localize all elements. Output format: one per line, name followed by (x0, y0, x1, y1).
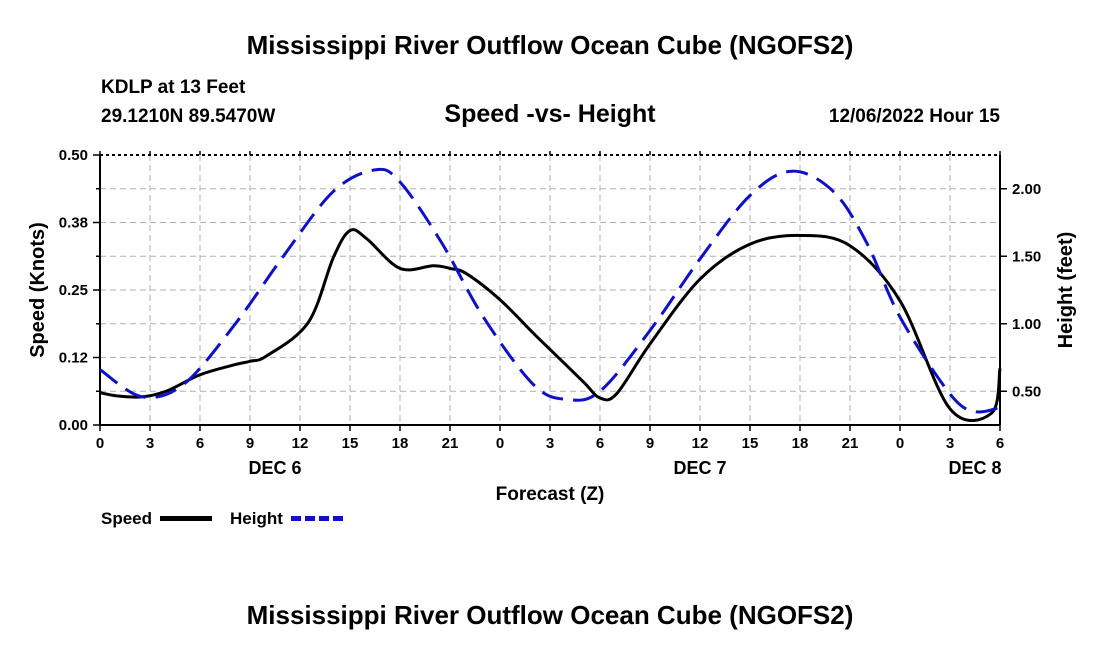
y-tick-label: 0.50 (59, 147, 88, 164)
x-tick-label: 9 (246, 435, 254, 452)
y-tick-label: 0.12 (59, 350, 88, 367)
chart-title: Mississippi River Outflow Ocean Cube (NG… (246, 30, 854, 60)
legend-height-label: Height (230, 509, 283, 528)
y2-tick-label: 1.50 (1012, 248, 1041, 265)
x-tick-label: 0 (896, 435, 904, 452)
x-tick-label: 3 (546, 435, 554, 452)
x-tick-label: 12 (692, 435, 709, 452)
x-tick-label: 18 (792, 435, 809, 452)
x-tick-label: 0 (496, 435, 504, 452)
series-speed-line (99, 228, 1002, 423)
chart-subtitle: Speed -vs- Height (444, 100, 656, 128)
y2-tick-label: 2.00 (1012, 181, 1041, 198)
y-tick-label: 0.00 (59, 417, 88, 434)
station-label: KDLP at 13 Feet (101, 77, 246, 98)
y2-tick-label: 0.50 (1012, 383, 1041, 400)
x-tick-label: 18 (392, 435, 409, 452)
legend-speed-label: Speed (101, 509, 153, 528)
x-tick-label: 6 (596, 435, 604, 452)
x-axis-title: Forecast (Z) (496, 484, 605, 505)
x-tick-label: 0 (96, 435, 104, 452)
day-label: DEC 8 (948, 458, 1001, 478)
footer-title: Mississippi River Outflow Ocean Cube (NG… (246, 600, 854, 630)
legend-height-swatch (291, 516, 343, 521)
x-tick-label: 3 (146, 435, 154, 452)
y2-axis-title: Height (feet) (1055, 232, 1077, 349)
location-label: 29.1210N 89.5470W (101, 106, 276, 127)
y2-tick-label: 1.00 (1012, 316, 1041, 333)
x-tick-label: 6 (996, 435, 1004, 452)
x-tick-label: 9 (646, 435, 654, 452)
day-label: DEC 6 (248, 458, 301, 478)
x-tick-label: 3 (946, 435, 954, 452)
x-tick-label: 21 (442, 435, 459, 452)
y-tick-label: 0.25 (59, 282, 88, 299)
day-label: DEC 7 (673, 458, 726, 478)
series-height-line (99, 167, 1001, 414)
x-tick-label: 15 (742, 435, 759, 452)
x-tick-label: 12 (292, 435, 309, 452)
forecast-datetime: 12/06/2022 Hour 15 (828, 106, 1000, 127)
y-axis-title: Speed (Knots) (27, 222, 49, 358)
x-tick-label: 6 (196, 435, 204, 452)
x-tick-label: 15 (342, 435, 359, 452)
x-tick-label: 21 (842, 435, 859, 452)
legend-speed-swatch (160, 516, 212, 521)
y-tick-label: 0.38 (59, 215, 88, 232)
